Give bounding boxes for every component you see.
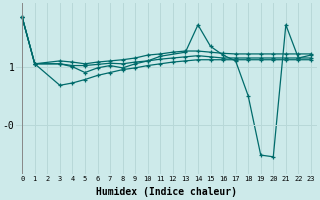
X-axis label: Humidex (Indice chaleur): Humidex (Indice chaleur) — [96, 187, 237, 197]
